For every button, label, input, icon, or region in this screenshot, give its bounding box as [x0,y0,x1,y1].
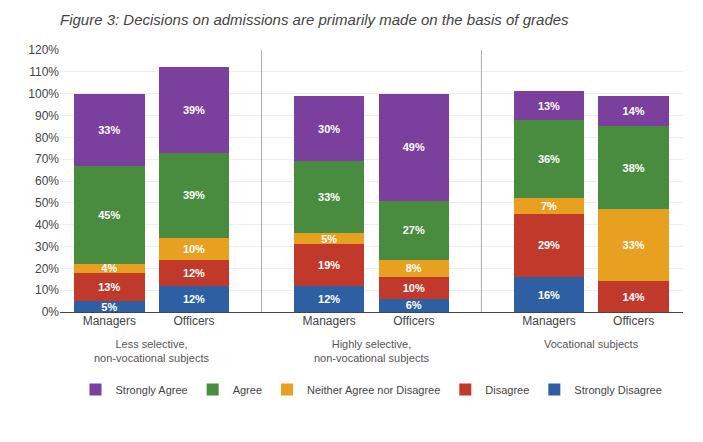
svg-text:29%: 29% [538,239,560,251]
svg-text:27%: 27% [403,224,425,236]
svg-text:90%: 90% [35,109,59,123]
svg-text:39%: 39% [183,189,205,201]
svg-text:80%: 80% [35,131,59,145]
svg-text:Less selective,non-vocational: Less selective,non-vocational subjects [94,338,209,364]
svg-text:Disagree: Disagree [485,384,529,396]
svg-text:33%: 33% [623,239,645,251]
svg-text:70%: 70% [35,152,59,166]
svg-text:14%: 14% [623,291,645,303]
svg-text:36%: 36% [538,153,560,165]
svg-text:10%: 10% [183,243,205,255]
svg-text:4%: 4% [101,262,117,274]
svg-text:33%: 33% [98,124,120,136]
svg-text:110%: 110% [29,65,59,79]
svg-text:Officers: Officers [393,314,434,328]
svg-text:39%: 39% [183,104,205,116]
svg-text:20%: 20% [35,262,59,276]
svg-text:14%: 14% [623,105,645,117]
svg-text:10%: 10% [403,282,425,294]
svg-text:10%: 10% [35,283,59,297]
svg-text:6%: 6% [406,299,422,311]
svg-text:60%: 60% [35,174,59,188]
svg-text:30%: 30% [35,240,59,254]
svg-text:5%: 5% [321,233,337,245]
svg-text:Agree: Agree [233,384,262,396]
svg-text:Officers: Officers [173,314,214,328]
svg-text:Strongly Agree: Strongly Agree [116,384,188,396]
svg-text:8%: 8% [406,262,422,274]
svg-text:7%: 7% [541,200,557,212]
svg-text:19%: 19% [318,259,340,271]
svg-text:16%: 16% [538,289,560,301]
svg-text:Highly selective,non-vocationa: Highly selective,non-vocational subjects [314,338,429,364]
svg-text:40%: 40% [35,218,59,232]
svg-text:33%: 33% [318,191,340,203]
svg-text:38%: 38% [623,162,645,174]
svg-text:Strongly Disagree: Strongly Disagree [574,384,661,396]
svg-text:12%: 12% [183,267,205,279]
svg-text:120%: 120% [28,43,59,57]
svg-text:49%: 49% [403,141,425,153]
svg-text:5%: 5% [101,301,117,313]
svg-text:Neither Agree nor Disagree: Neither Agree nor Disagree [307,384,440,396]
svg-text:Managers: Managers [522,314,575,328]
svg-text:12%: 12% [183,293,205,305]
svg-text:Figure 3: Decisions on admissi: Figure 3: Decisions on admissions are pr… [60,11,569,28]
svg-text:Vocational subjects: Vocational subjects [544,338,639,350]
svg-text:Officers: Officers [613,314,654,328]
svg-text:Managers: Managers [83,314,136,328]
svg-text:12%: 12% [318,293,340,305]
svg-text:30%: 30% [318,123,340,135]
svg-text:50%: 50% [35,196,59,210]
svg-text:100%: 100% [28,87,59,101]
svg-text:0%: 0% [42,305,60,319]
svg-text:Managers: Managers [302,314,355,328]
svg-text:45%: 45% [98,209,120,221]
svg-text:13%: 13% [98,281,120,293]
svg-text:13%: 13% [538,100,560,112]
